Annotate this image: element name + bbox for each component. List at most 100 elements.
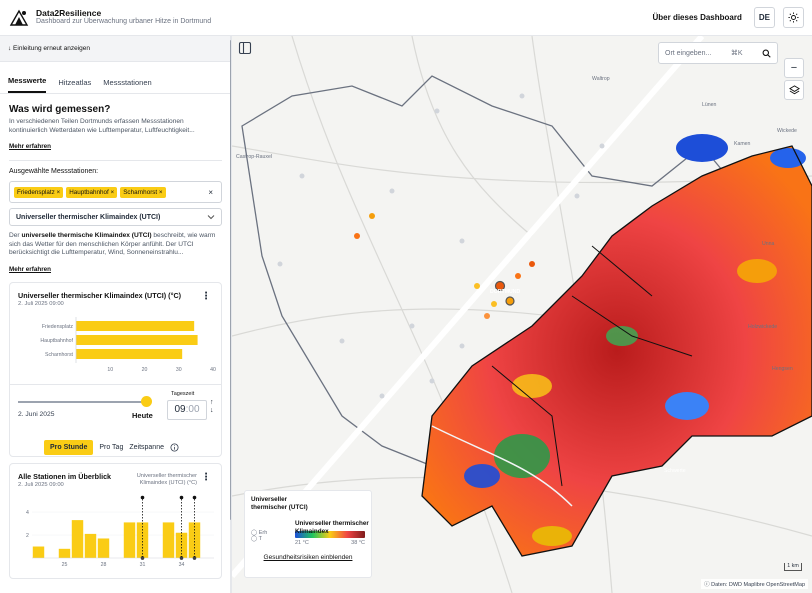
utci-card-menu-icon[interactable]: ⋮ <box>201 290 211 302</box>
timeline-handle[interactable] <box>141 395 152 407</box>
legend-options: ◯ Erh ◯ T <box>251 530 291 542</box>
time-suffix: :00 <box>185 404 200 416</box>
time-value: 09 <box>174 404 186 416</box>
legend-title: Universeller thermischer Klimaindex <box>295 520 369 535</box>
radio-icon[interactable]: ◯ <box>251 529 258 536</box>
city-label: Hengsen <box>772 366 793 372</box>
search-input[interactable]: Ort eingeben... <box>665 49 712 57</box>
map-area[interactable]: Castrop-Rauxel DORTMUND Holzwickede Schw… <box>232 36 812 593</box>
utci-card: Universeller thermischer Klimaindex (UTC… <box>9 281 222 457</box>
bar-label: Scharnhorst <box>45 352 74 358</box>
overview-bar-chart: 4 2 25 28 31 34 <box>26 495 214 568</box>
time-stepper[interactable]: ↑ ↓ <box>210 399 214 416</box>
zoom-out-button[interactable]: − <box>784 58 804 78</box>
station-markers <box>277 93 605 399</box>
section-text: In verschiedenen Teilen Dortmunds erfass… <box>9 118 195 134</box>
desc-bold: universelle thermische Klimaindex (UTCI) <box>21 232 152 240</box>
scale-bar: 1 km <box>784 563 802 571</box>
search-shortcut: ⌘K <box>730 50 743 57</box>
map-attribution[interactable]: ⓘ Daten: DWD Maplibre OpenStreetMap <box>701 579 808 589</box>
layers-icon <box>788 84 800 94</box>
station-chips[interactable]: Friedensplatz × Hauptbahnhof × Scharnhor… <box>9 181 222 204</box>
bar <box>136 522 149 558</box>
timeline-control: 2. Juni 2025 Heute Tageszeit 09:00 ↑ ↓ Pr… <box>10 383 221 456</box>
bar <box>97 538 110 558</box>
overview-card-date: 2. Juli 2025 09:00 <box>18 481 64 488</box>
city-label: DORTMUND <box>490 289 521 295</box>
attribution-text[interactable]: Daten: DWD Maplibre OpenStreetMap <box>711 582 805 588</box>
tick-label: 40 <box>210 367 216 373</box>
tick-label: 30 <box>176 367 182 373</box>
clear-chips-button[interactable]: × <box>208 187 213 197</box>
seg-day[interactable]: Pro Tag <box>99 443 124 451</box>
legend-option-1[interactable]: Erh <box>258 529 268 536</box>
tab-messwerte[interactable]: Messwerte <box>8 76 47 93</box>
legend-left-title: Universeller thermischer (UTCI) <box>251 496 308 511</box>
theme-toggle-button[interactable] <box>783 7 804 28</box>
map-legend: Universeller thermischer (UTCI) Universe… <box>244 490 372 578</box>
desc-text-2: beschreibt, wie warm sich das Wetter für… <box>9 232 216 257</box>
more-link[interactable]: Mehr erfahren <box>9 143 51 151</box>
seg-hour[interactable]: Pro Stunde <box>44 439 94 455</box>
overview-card-menu-icon[interactable]: ⋮ <box>201 471 211 483</box>
utci-bar-chart: Friedensplatz Hauptbahnhof Scharnhorst 10 20… <box>40 316 216 373</box>
sidebar-collapse-button[interactable] <box>238 41 252 55</box>
split-divider[interactable] <box>232 36 705 578</box>
sidebar: ↓ Einleitung erneut anzeigen Messwerte H… <box>0 36 232 593</box>
city-label: Kamen <box>734 141 751 147</box>
timeline-start: 2. Juni 2025 <box>18 410 55 418</box>
chip-friedensplatz[interactable]: Friedensplatz × <box>14 186 64 198</box>
tick-label: 34 <box>179 562 185 568</box>
tick-label: 20 <box>142 367 148 373</box>
panel-toggle-icon <box>238 41 252 55</box>
chip-scharnhorst[interactable]: Scharnhorst × <box>120 186 166 198</box>
tab-messstationen[interactable]: Messstationen <box>103 78 152 87</box>
location-search[interactable]: Ort eingeben... ⌘K <box>658 42 778 64</box>
time-down-icon[interactable]: ↓ <box>210 407 214 415</box>
time-up-icon[interactable]: ↑ <box>210 398 214 406</box>
intro-toggle[interactable]: ↓ Einleitung erneut anzeigen <box>0 36 231 62</box>
legend-option-2[interactable]: T <box>258 535 262 542</box>
bar <box>76 334 198 345</box>
bar <box>76 320 195 331</box>
marker-dot <box>140 495 145 500</box>
health-risk-link[interactable]: Gesundheitsrisiken einblenden <box>263 554 353 562</box>
index-select[interactable]: Universeller thermischer Klimaindex (UTC… <box>9 208 222 227</box>
city-label: Castrop-Rauxel <box>236 154 273 160</box>
tick-label: 10 <box>107 367 113 373</box>
info-icon[interactable] <box>170 443 179 452</box>
bar <box>76 348 183 359</box>
app-title: Data2Resilience <box>36 8 102 19</box>
stations-label: Ausgewählte Messstationen: <box>9 168 99 176</box>
utci-card-date: 2. Juli 2025 09:00 <box>18 300 64 307</box>
bar <box>71 519 84 558</box>
bar <box>188 522 201 558</box>
seg-range[interactable]: Zeitspanne <box>129 443 164 451</box>
more-link-2[interactable]: Mehr erfahren <box>9 265 51 273</box>
tab-hitzeatlas[interactable]: Hitzeatlas <box>58 78 92 87</box>
language-button[interactable]: DE <box>753 7 775 28</box>
marker-dot <box>192 495 197 500</box>
bar <box>32 546 45 558</box>
aggregation-toggle: Pro Stunde Pro Tag Zeitspanne <box>44 439 179 455</box>
sidebar-scroll-thumb[interactable] <box>230 40 231 520</box>
about-link[interactable]: Über dieses Dashboard <box>652 13 742 22</box>
layers-button[interactable] <box>784 80 804 100</box>
top-bar: Data2Resilience Dashboard zur Überwachun… <box>0 0 812 36</box>
radio-icon[interactable]: ◯ <box>251 535 258 542</box>
city-label: Wickede <box>777 128 797 134</box>
tick-label: 2 <box>26 533 29 539</box>
tick-label: 25 <box>62 562 68 568</box>
chip-hauptbahnhof[interactable]: Hauptbahnhof × <box>66 186 118 198</box>
legend-min: 21 °C <box>295 540 309 547</box>
logo-icon <box>9 9 29 26</box>
utci-card-title: Universeller thermischer Klimaindex (UTC… <box>18 290 182 300</box>
overview-card-caption: Universeller thermischer Klimaindex (UTC… <box>136 472 197 486</box>
time-input[interactable]: 09:00 <box>167 399 207 420</box>
search-icon[interactable] <box>762 49 771 58</box>
sun-icon <box>788 12 799 23</box>
bar <box>58 548 71 558</box>
map-canvas[interactable] <box>232 36 812 593</box>
timeline-end: Heute <box>132 410 153 420</box>
index-description: Der universelle thermische Klimaindex (U… <box>9 232 222 258</box>
